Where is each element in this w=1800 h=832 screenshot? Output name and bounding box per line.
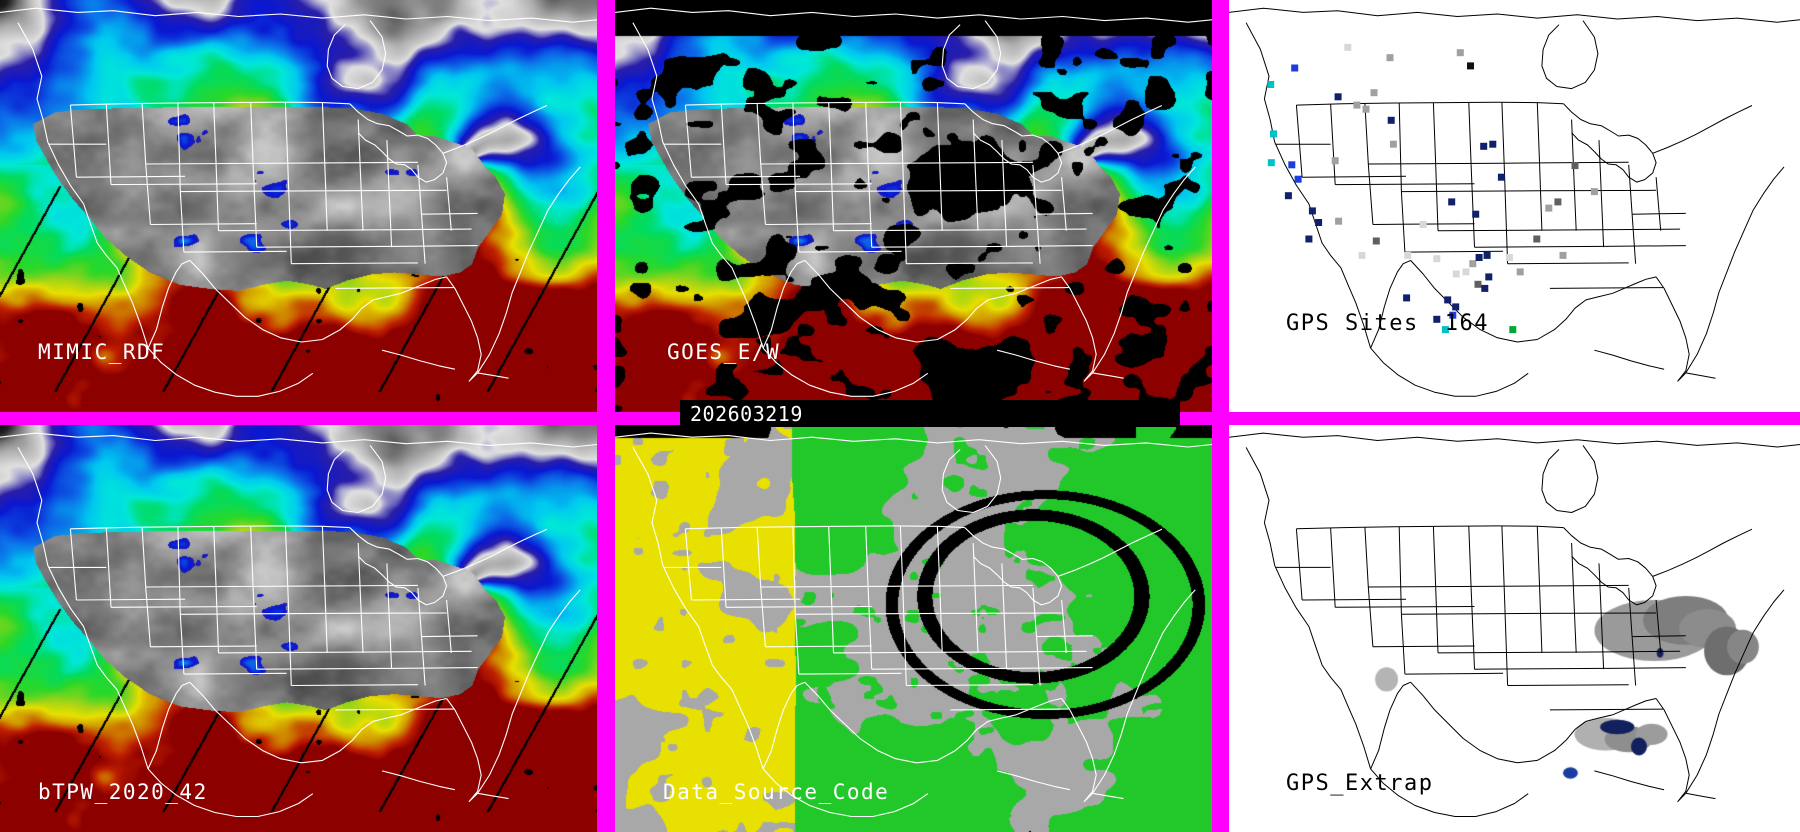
gps-site-marker: [1516, 268, 1524, 276]
gps-site-marker: [1571, 162, 1579, 170]
gps-site-marker: [1294, 175, 1302, 183]
panel-gps-sites[interactable]: GPS Sites 164: [1229, 0, 1800, 412]
gps-site-marker: [1475, 254, 1483, 261]
timestamp-text: 202603219: [690, 401, 803, 426]
data-source-code-raster: [615, 425, 1212, 832]
gps-site-marker: [1353, 101, 1361, 109]
gps-site-marker: [1344, 43, 1352, 51]
panel-label-gps-sites: GPS Sites 164: [1286, 311, 1489, 336]
gps-site-marker: [1270, 130, 1277, 138]
panel-label-btpw: bTPW_2020_42: [38, 780, 208, 804]
gps-site-marker: [1315, 219, 1323, 226]
separator-vertical-bottom-right: [1212, 425, 1229, 832]
gps-site-markers: [1267, 43, 1598, 334]
gps-site-marker: [1467, 62, 1474, 70]
panel-label-data-source-code: Data_Source_Code: [663, 780, 890, 804]
panel-label-mimic-rdf: MIMIC_RDF: [38, 340, 166, 364]
gps-site-marker: [1452, 270, 1460, 278]
gps-sites-count: 164: [1444, 311, 1489, 336]
gps-site-marker: [1497, 173, 1505, 181]
gps-site-marker: [1370, 89, 1378, 97]
gps-site-marker: [1386, 54, 1394, 62]
gps-site-marker: [1462, 268, 1470, 276]
gps-site-marker: [1267, 81, 1275, 88]
gps-site-marker: [1433, 255, 1441, 263]
gps-site-marker: [1334, 93, 1342, 101]
gps-sites-text: GPS Sites: [1286, 311, 1419, 336]
gps-site-marker: [1404, 251, 1412, 259]
gps-site-marker: [1335, 217, 1343, 225]
gps-site-marker: [1331, 157, 1339, 165]
gps-site-marker: [1389, 140, 1397, 148]
gps-site-marker: [1448, 198, 1456, 206]
btpw-raster: [0, 425, 597, 832]
gps-site-marker: [1533, 235, 1541, 243]
gps-site-marker: [1505, 254, 1513, 261]
panel-data-source-code[interactable]: Data_Source_Code: [615, 425, 1212, 832]
separator-vertical-bottom-left: [597, 425, 615, 832]
gps-site-marker: [1288, 161, 1296, 169]
gps-site-marker: [1362, 105, 1370, 113]
gps-site-marker: [1485, 273, 1493, 281]
panel-mimic-rdf[interactable]: MIMIC_RDF: [0, 0, 597, 412]
gps-site-marker: [1372, 237, 1380, 245]
gps-site-marker: [1554, 198, 1562, 206]
gps-site-marker: [1444, 296, 1452, 304]
gps-site-marker: [1452, 303, 1460, 311]
gps-site-marker: [1590, 188, 1598, 196]
gps-site-marker: [1480, 142, 1488, 150]
gps-site-marker: [1284, 192, 1292, 200]
gps-site-marker: [1358, 251, 1366, 259]
gps-site-marker: [1305, 235, 1313, 243]
gps-site-marker: [1419, 221, 1427, 228]
gps-site-marker: [1403, 294, 1411, 302]
gps-site-marker: [1481, 284, 1489, 292]
separator-vertical-top-left: [597, 0, 615, 412]
panel-goes-ew[interactable]: GOES_E/W: [615, 0, 1212, 412]
gps-site-marker: [1308, 207, 1316, 215]
gps-site-marker: [1509, 326, 1517, 334]
gps-site-marker: [1483, 251, 1491, 259]
gps-site-marker: [1489, 140, 1497, 148]
gps-sites-map-overlay: [1229, 7, 1800, 397]
panel-btpw[interactable]: bTPW_2020_42: [0, 425, 597, 832]
separator-vertical-top-right: [1212, 0, 1229, 412]
gps-site-marker: [1545, 204, 1553, 212]
panel-gps-extrap[interactable]: GPS_Extrap: [1229, 425, 1800, 832]
gps-site-marker: [1559, 251, 1567, 259]
gps-site-marker: [1267, 159, 1275, 167]
gps-site-marker: [1387, 116, 1395, 124]
gps-site-marker: [1456, 49, 1464, 57]
gps-site-marker: [1291, 64, 1299, 72]
panel-label-gps-extrap: GPS_Extrap: [1286, 771, 1434, 796]
panel-label-goes-ew: GOES_E/W: [667, 340, 781, 364]
gps-site-marker: [1469, 260, 1477, 268]
gps-site-marker: [1472, 210, 1480, 218]
gps-site-marker: [1474, 280, 1482, 288]
timestamp-strip: 202603219: [680, 400, 1180, 427]
